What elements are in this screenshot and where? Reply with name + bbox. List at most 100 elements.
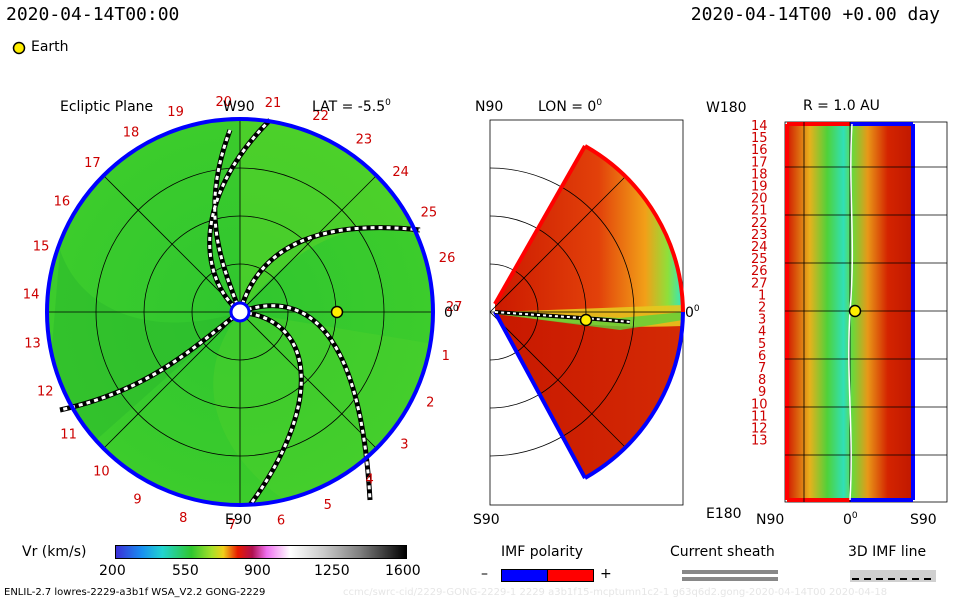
current-sheath-label: Current sheath <box>670 544 775 560</box>
ecliptic-tick-27: 27 <box>446 300 463 315</box>
ecliptic-tick-9: 9 <box>133 493 141 508</box>
ecliptic-tick-2: 2 <box>426 396 434 411</box>
ecliptic-tick-7: 7 <box>228 518 236 530</box>
ecliptic-bottom-label: E90 <box>225 512 252 528</box>
earth-marker <box>330 305 344 319</box>
model-info: ENLIL-2.7 lowres-2229-a3b1f WSA_V2.2 GON… <box>4 587 266 598</box>
ecliptic-tick-16: 16 <box>54 195 71 210</box>
ecliptic-tick-6: 6 <box>277 514 285 529</box>
ecliptic-tick-11: 11 <box>60 428 77 443</box>
right-datetime: 2020-04-14T00 +0.00 day <box>690 4 940 25</box>
radial-row-19: 19 <box>751 180 768 195</box>
colorbar-tick-4: 1600 <box>385 563 421 579</box>
radial-top-label: W180 <box>706 100 747 116</box>
radial-bottom-left-label: E180 <box>706 506 742 522</box>
radial-row-12: 12 <box>751 422 768 437</box>
ecliptic-title: Ecliptic Plane <box>60 99 153 115</box>
ecliptic-tick-26: 26 <box>439 251 456 266</box>
radial-row-23: 23 <box>751 228 768 243</box>
meridional-upper-wedge <box>495 146 683 312</box>
radial-row-8: 8 <box>758 373 766 388</box>
ecliptic-tick-1: 1 <box>442 349 450 364</box>
meridional-right-label: 00 <box>685 304 700 321</box>
meridional-lon-label: LON = 00 <box>538 98 602 115</box>
ecliptic-tick-23: 23 <box>356 132 373 147</box>
imf-polarity-minus: – <box>481 566 488 582</box>
ecliptic-tick-5: 5 <box>324 498 332 513</box>
ecliptic-tick-20: 20 <box>216 95 233 110</box>
imf-line-swatch <box>850 570 936 582</box>
ecliptic-tick-18: 18 <box>123 126 140 141</box>
ecliptic-right-label: 00 <box>444 304 459 321</box>
radial-x-left-label: N90 <box>756 512 784 528</box>
radial-row-1: 1 <box>758 288 766 303</box>
current-sheath-swatch-bottom <box>682 577 778 581</box>
meridional-earth-marker <box>579 313 593 327</box>
meridional-bottom-label: S90 <box>473 512 500 528</box>
imf-polarity-plus: + <box>600 566 612 582</box>
radial-row-16: 16 <box>751 143 768 158</box>
ecliptic-lat-label: LAT = -5.50 <box>312 98 391 115</box>
watermark: ccmc/swrc-cid/2229-GONG-2229-1 2229 a3b1… <box>343 587 888 598</box>
radial-x-right-label: S90 <box>910 512 937 528</box>
radial-row-21: 21 <box>751 204 768 219</box>
imf-polarity-positive-swatch <box>547 569 594 582</box>
radial-row-6: 6 <box>758 349 766 364</box>
imf-polarity-negative-swatch <box>501 569 548 582</box>
radial-row-22: 22 <box>751 216 768 231</box>
radial-row-4: 4 <box>758 325 766 340</box>
colorbar-tick-3: 1250 <box>314 563 350 579</box>
radial-row-18: 18 <box>751 167 768 182</box>
radial-row-24: 24 <box>751 240 768 255</box>
radial-row-labels: 1415161718192021222324252627123456789101… <box>751 119 768 449</box>
radial-row-2: 2 <box>758 301 766 316</box>
ecliptic-right-deg: 0 <box>453 304 459 314</box>
radial-earth-marker <box>848 304 862 318</box>
current-sheath-swatch-top <box>682 570 778 574</box>
ecliptic-boundary <box>45 117 435 507</box>
earth-legend-label: Earth <box>31 39 69 55</box>
radial-row-20: 20 <box>751 192 768 207</box>
radial-row-26: 26 <box>751 264 768 279</box>
imf-line-label: 3D IMF line <box>848 544 927 560</box>
radial-row-14: 14 <box>751 119 768 134</box>
colorbar-tick-0: 200 <box>99 563 126 579</box>
meridional-lower-wedge <box>495 312 683 478</box>
ecliptic-tick-10: 10 <box>93 464 110 479</box>
radial-row-27: 27 <box>751 276 768 291</box>
left-datetime: 2020-04-14T00:00 <box>6 4 180 25</box>
ecliptic-top-label: W90 <box>223 99 255 115</box>
ecliptic-tick-17: 17 <box>84 156 101 171</box>
radial-x-mid-deg: 0 <box>852 511 858 521</box>
ecliptic-tick-8: 8 <box>179 511 187 526</box>
ecliptic-tick-13: 13 <box>24 337 41 352</box>
sun-icon <box>229 301 251 323</box>
radial-row-3: 3 <box>758 313 766 328</box>
radial-row-13: 13 <box>751 434 768 449</box>
radial-row-5: 5 <box>758 337 766 352</box>
radial-row-11: 11 <box>751 409 768 424</box>
imf-polarity-label: IMF polarity <box>501 544 584 560</box>
radial-x-mid-label: 00 <box>843 511 858 528</box>
ecliptic-tick-3: 3 <box>400 438 408 453</box>
colorbar <box>115 545 407 559</box>
earth-legend-icon <box>12 40 26 55</box>
ecliptic-tick-15: 15 <box>33 239 50 254</box>
ecliptic-tick-14: 14 <box>23 288 40 303</box>
radial-row-10: 10 <box>751 397 768 412</box>
ecliptic-tick-21: 21 <box>265 96 282 111</box>
ecliptic-tick-25: 25 <box>421 205 438 220</box>
colorbar-tick-1: 550 <box>172 563 199 579</box>
meridional-right-deg: 0 <box>694 304 700 314</box>
radial-row-9: 9 <box>758 385 766 400</box>
radial-row-7: 7 <box>758 361 766 376</box>
radial-r-label: R = 1.0 AU <box>803 98 880 114</box>
ecliptic-tick-12: 12 <box>37 384 54 399</box>
meridional-top-label: N90 <box>475 99 503 115</box>
ecliptic-tick-22: 22 <box>312 109 329 124</box>
meridional-lon-deg: 0 <box>596 98 602 108</box>
radial-panel: 1415161718192021222324252627123456789101… <box>706 98 948 528</box>
ecliptic-tick-19: 19 <box>167 105 184 120</box>
